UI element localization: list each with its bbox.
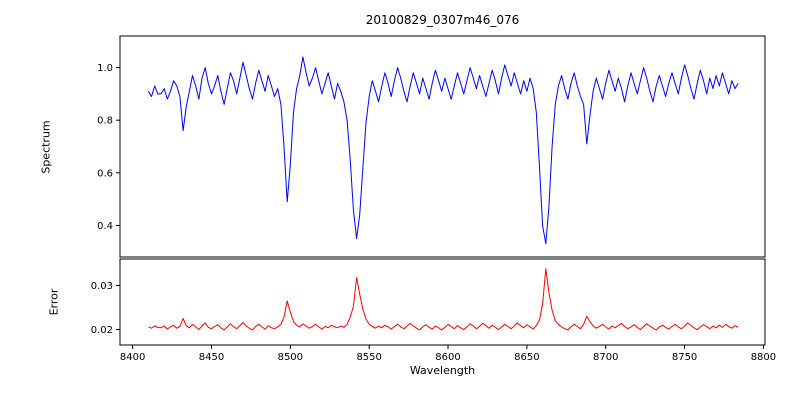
x-axis-label: Wavelength <box>409 364 476 377</box>
error-line <box>148 268 739 331</box>
error-axes-spine <box>119 258 766 346</box>
y-tick-label: 0.8 <box>97 116 113 127</box>
x-tick-label: 8400 <box>120 352 145 363</box>
x-tick-label: 8700 <box>593 352 618 363</box>
x-tick-label: 8650 <box>514 352 539 363</box>
y-tick-label: 0.02 <box>91 325 113 336</box>
y-tick-label: 1.0 <box>97 63 113 74</box>
spectrum-axes-spine <box>119 35 766 258</box>
x-tick-label: 8750 <box>672 352 697 363</box>
y-tick-label: 0.6 <box>97 168 113 179</box>
x-tick-label: 8800 <box>751 352 776 363</box>
x-tick-label: 8450 <box>199 352 224 363</box>
y-tick-label: 0.4 <box>97 221 113 232</box>
y-tick-label: 0.03 <box>91 281 113 292</box>
x-tick-label: 8600 <box>435 352 460 363</box>
chart-title: 20100829_0307m46_076 <box>365 13 520 27</box>
x-tick-label: 8550 <box>356 352 381 363</box>
x-tick-label: 8500 <box>278 352 303 363</box>
spectrum-line <box>147 56 739 245</box>
